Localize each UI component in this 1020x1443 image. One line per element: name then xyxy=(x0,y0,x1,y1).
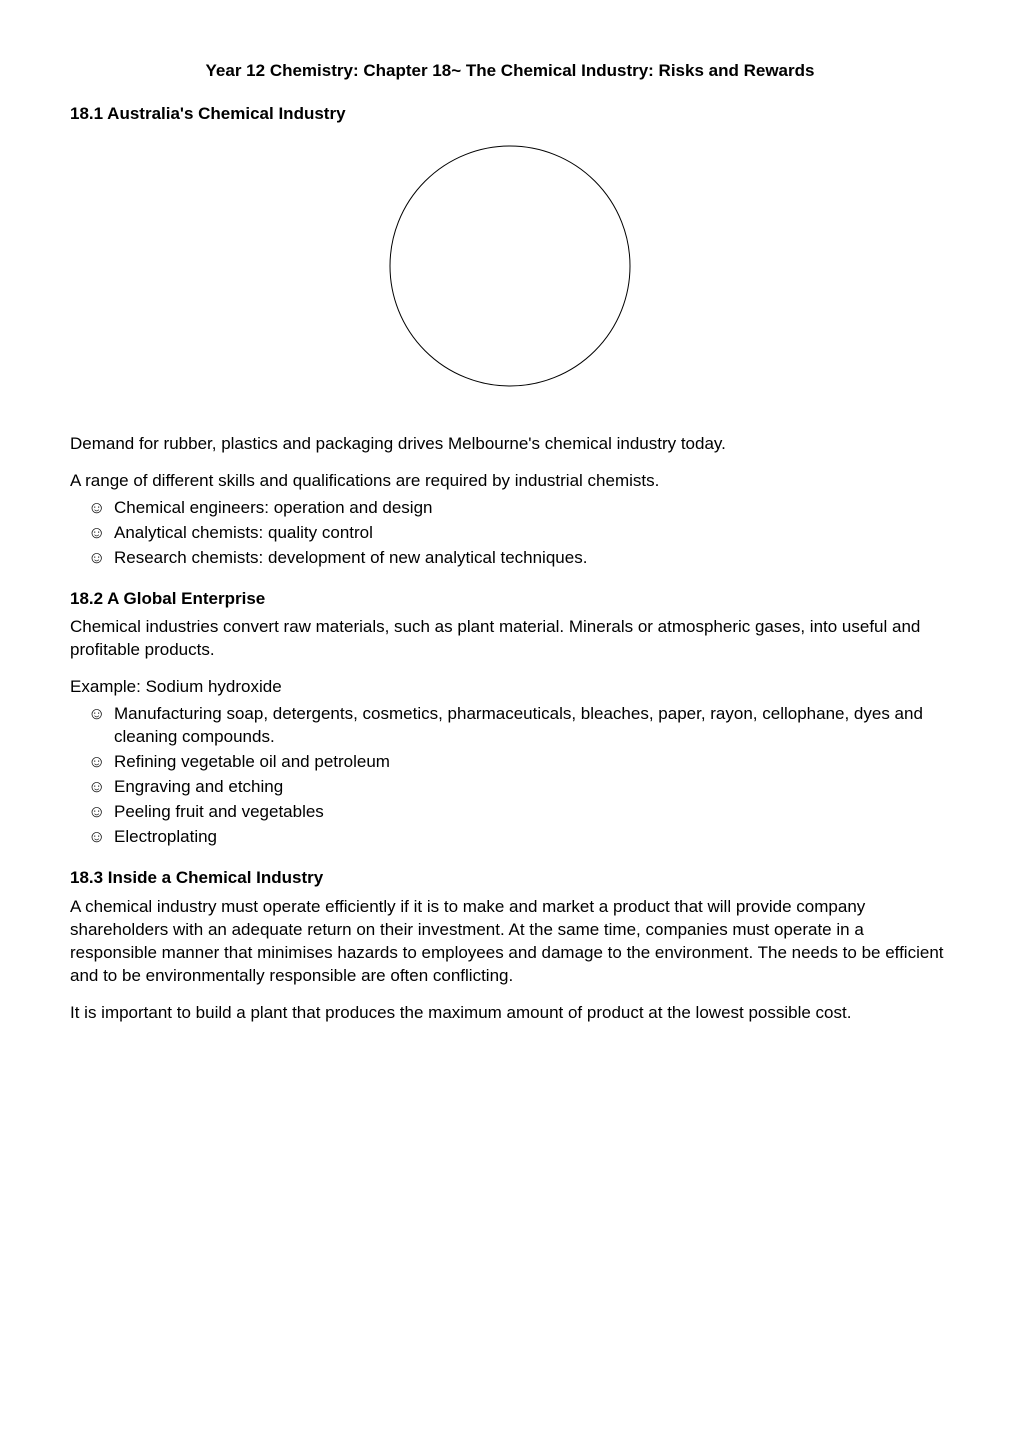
list-item: Peeling fruit and vegetables xyxy=(114,801,950,824)
circle-diagram xyxy=(70,136,950,403)
circle-shape xyxy=(390,146,630,386)
s1-para-1: Demand for rubber, plastics and packagin… xyxy=(70,433,950,456)
s2-para-2: Example: Sodium hydroxide xyxy=(70,676,950,699)
s1-bullets: Chemical engineers: operation and design… xyxy=(70,497,950,570)
section-18-3-head: 18.3 Inside a Chemical Industry xyxy=(70,867,950,890)
section-18-2-head: 18.2 A Global Enterprise xyxy=(70,588,950,611)
list-item: Research chemists: development of new an… xyxy=(114,547,950,570)
list-item: Engraving and etching xyxy=(114,776,950,799)
s3-para-1: A chemical industry must operate efficie… xyxy=(70,896,950,988)
s2-bullets: Manufacturing soap, detergents, cosmetic… xyxy=(70,703,950,849)
page-title: Year 12 Chemistry: Chapter 18~ The Chemi… xyxy=(70,60,950,83)
list-item: Chemical engineers: operation and design xyxy=(114,497,950,520)
list-item: Analytical chemists: quality control xyxy=(114,522,950,545)
s2-para-1: Chemical industries convert raw material… xyxy=(70,616,950,662)
list-item: Refining vegetable oil and petroleum xyxy=(114,751,950,774)
list-item: Manufacturing soap, detergents, cosmetic… xyxy=(114,703,950,749)
section-18-1-head: 18.1 Australia's Chemical Industry xyxy=(70,103,950,126)
circle-svg xyxy=(380,136,640,396)
s1-para-2: A range of different skills and qualific… xyxy=(70,470,950,493)
list-item: Electroplating xyxy=(114,826,950,849)
s3-para-2: It is important to build a plant that pr… xyxy=(70,1002,950,1025)
